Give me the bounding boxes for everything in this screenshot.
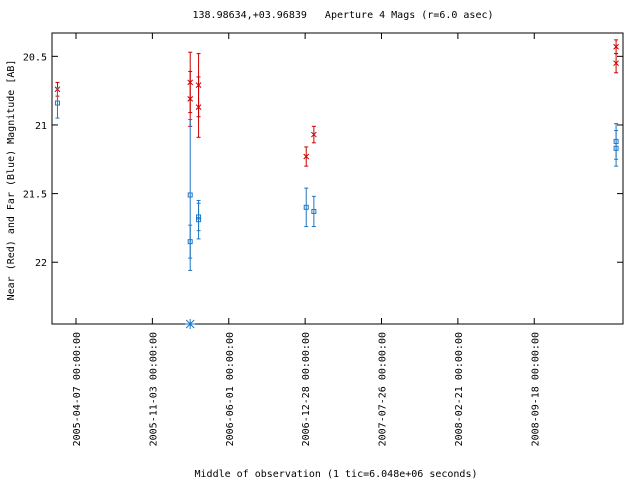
marker (303, 153, 310, 160)
x-tick-label: 2008-02-21 00:00:00 (454, 332, 465, 446)
y-tick-label: 20.5 (23, 52, 47, 63)
x-axis-label: Middle of observation (1 tic=6.048e+06 s… (195, 469, 478, 480)
data-point (311, 195, 317, 228)
data-point (303, 187, 309, 228)
x-tick-label: 2005-11-03 00:00:00 (148, 332, 159, 446)
data-point (613, 53, 619, 74)
marker (187, 96, 194, 102)
data-point (613, 129, 619, 167)
y-axis: 20.5 21 21.5 22 (23, 52, 623, 269)
marker (311, 131, 317, 138)
upper-limit-marker (185, 319, 196, 329)
marker (613, 60, 619, 67)
data-point (195, 76, 202, 138)
y-tick-label: 21.5 (23, 190, 47, 201)
x-tick-label: 2006-12-28 00:00:00 (301, 332, 312, 446)
marker (303, 204, 309, 210)
marker (187, 239, 193, 245)
y-tick-label: 21 (35, 121, 47, 132)
x-tick-label: 2007-07-26 00:00:00 (378, 332, 389, 446)
y-axis-label: Near (Red) and Far (Blue) Magnitude [AB] (6, 60, 17, 301)
plot-frame (51, 32, 624, 325)
marker (613, 145, 619, 151)
marker (195, 104, 202, 110)
x-tick-label: 2006-06-01 00:00:00 (225, 332, 236, 446)
data-point (187, 224, 193, 259)
chart-title: 138.98634,+03.96839 Aperture 4 Mags (r=6… (192, 10, 493, 21)
marker (311, 208, 317, 214)
data-point (303, 146, 310, 167)
data-points (54, 39, 619, 329)
marker (613, 43, 619, 50)
y-tick-label: 22 (35, 258, 47, 269)
x-tick-label: 2008-09-18 00:00:00 (530, 332, 541, 446)
data-point (187, 70, 194, 127)
x-axis: 2005-04-07 00:00:00 2005-11-03 00:00:00 20… (72, 33, 541, 446)
data-point (613, 39, 619, 55)
x-tick-label: 2005-04-07 00:00:00 (72, 332, 83, 446)
marker (187, 192, 193, 198)
marker (196, 217, 202, 223)
marker (54, 100, 60, 106)
data-point (54, 87, 60, 119)
data-point (196, 199, 202, 240)
data-point (311, 125, 317, 144)
